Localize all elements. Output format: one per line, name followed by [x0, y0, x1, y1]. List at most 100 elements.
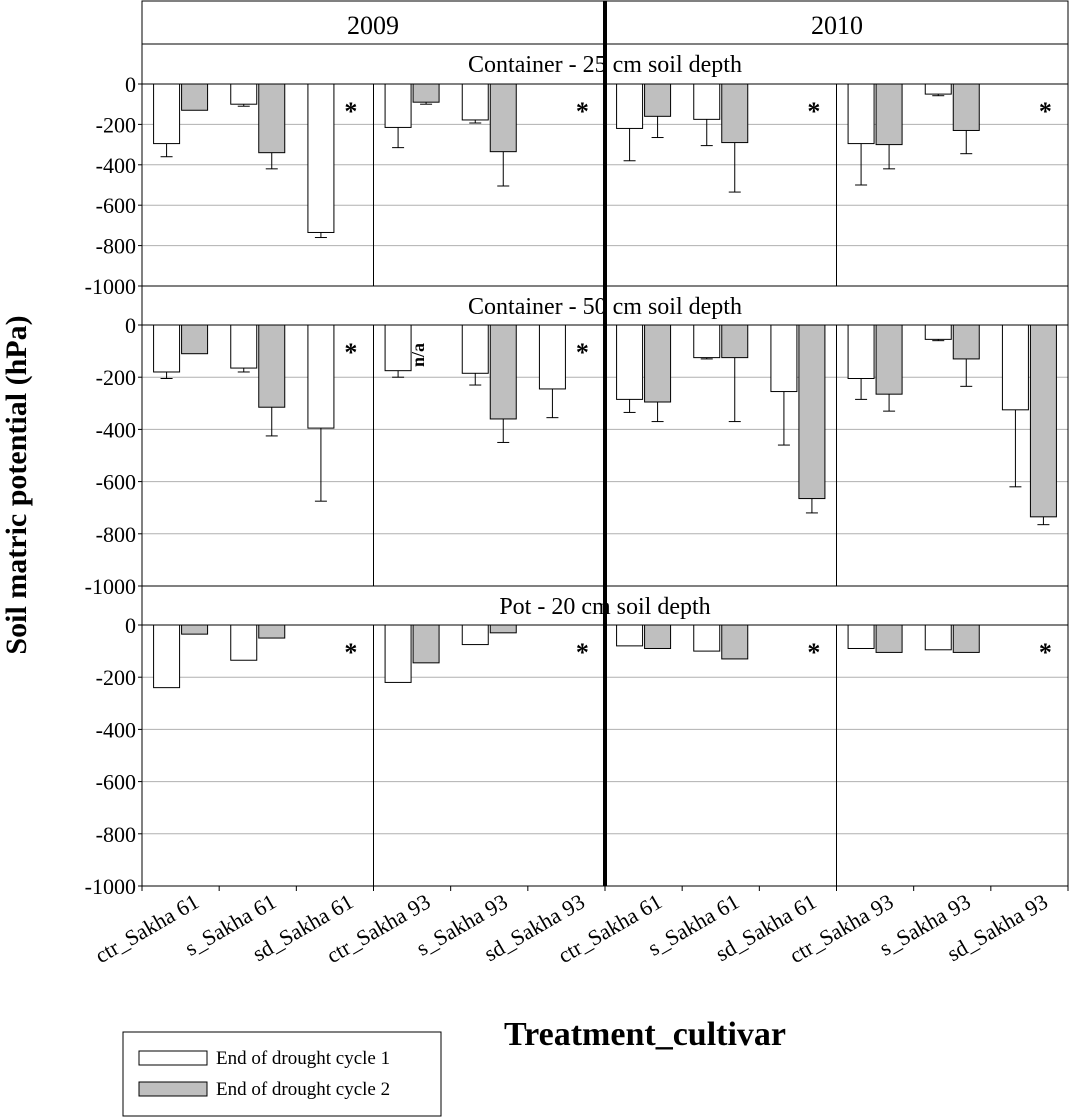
- bar-cycle1: [153, 324, 181, 373]
- significance-marker: *: [1039, 97, 1052, 126]
- na-marker: n/a: [408, 343, 428, 367]
- bar-cycle1: [307, 83, 335, 233]
- bar-cycle2: [181, 83, 209, 111]
- year-label-2009: 2009: [347, 11, 399, 40]
- bar-cycle1: [847, 83, 875, 145]
- legend-swatch-cycle2: [138, 1081, 208, 1097]
- bar-cycle2: [952, 624, 980, 653]
- bar-cycle1: [693, 324, 721, 359]
- x-tick-label: ctr_Sakha 61: [91, 889, 203, 968]
- y-tick-label: -400: [96, 153, 136, 178]
- bar-cycle1: [153, 624, 181, 689]
- bar-cycle2: [258, 324, 286, 408]
- bar-cycle2: [181, 324, 209, 355]
- year-label-2010: 2010: [811, 11, 863, 40]
- bar-cycle1: [384, 83, 412, 128]
- legend: End of drought cycle 1 End of drought cy…: [122, 1031, 442, 1117]
- bar-cycle2: [721, 324, 749, 359]
- bar-cycle1: [924, 624, 952, 651]
- bar-cycle2: [644, 83, 672, 117]
- significance-marker: *: [576, 97, 589, 126]
- bar-cycle1: [307, 324, 335, 429]
- bar-cycle2: [412, 624, 440, 664]
- panel-title: Container - 50 cm soil depth: [468, 294, 742, 320]
- bar-cycle2: [644, 624, 672, 649]
- bar-cycle1: [461, 324, 489, 374]
- bar-cycle2: [875, 324, 903, 395]
- bar-cycle2: [258, 624, 286, 639]
- y-tick-label: -1000: [85, 874, 136, 899]
- significance-marker: *: [344, 638, 357, 667]
- significance-marker: *: [344, 338, 357, 367]
- x-axis-title: Treatment_cultivar: [504, 1016, 786, 1053]
- frames-layer: [138, 0, 1069, 891]
- bar-cycle1: [384, 624, 412, 683]
- bar-cycle1: [153, 83, 181, 145]
- bars-layer: [153, 83, 1057, 689]
- y-tick-label: -800: [96, 234, 136, 259]
- bar-cycle2: [721, 83, 749, 144]
- bar-cycle2: [489, 324, 517, 420]
- y-axis-title: Soil matric potential (hPa): [0, 315, 33, 654]
- significance-marker: *: [576, 338, 589, 367]
- y-tick-label: -800: [96, 822, 136, 847]
- legend-label-cycle1: End of drought cycle 1: [216, 1048, 390, 1069]
- bar-cycle2: [1029, 324, 1057, 518]
- panel-title: Container - 25 cm soil depth: [468, 52, 742, 78]
- y-tick-label: -400: [96, 417, 136, 442]
- bar-cycle2: [181, 624, 209, 635]
- bar-cycle2: [258, 83, 286, 154]
- significance-marker: *: [807, 97, 820, 126]
- bar-cycle1: [847, 624, 875, 649]
- panel-title: Pot - 20 cm soil depth: [499, 594, 710, 620]
- bar-cycle2: [798, 324, 826, 500]
- bar-cycle1: [693, 83, 721, 120]
- y-tick-label: -600: [96, 193, 136, 218]
- bar-cycle2: [412, 83, 440, 103]
- bar-cycle1: [924, 324, 952, 340]
- significance-marker: *: [1039, 638, 1052, 667]
- bar-cycle2: [644, 324, 672, 403]
- significance-marker: *: [807, 638, 820, 667]
- bar-cycle1: [230, 324, 258, 369]
- significance-marker: *: [344, 97, 357, 126]
- bar-cycle2: [952, 324, 980, 360]
- bar-cycle1: [461, 83, 489, 121]
- y-tick-label: 0: [125, 72, 136, 97]
- labels-layer: Container - 25 cm soil depth 0 -200 -400 -60…: [85, 52, 1052, 968]
- significance-marker: *: [576, 638, 589, 667]
- bar-cycle1: [616, 324, 644, 400]
- bar-cycle1: [847, 324, 875, 380]
- legend-swatch-cycle1: [138, 1050, 208, 1066]
- bar-cycle1: [230, 624, 258, 661]
- bar-cycle2: [875, 624, 903, 653]
- bar-cycle1: [616, 83, 644, 129]
- y-tick-label: -200: [96, 665, 136, 690]
- bar-cycle1: [770, 324, 798, 393]
- y-tick-label: -200: [96, 112, 136, 137]
- bar-cycle1: [693, 624, 721, 652]
- y-tick-label: -600: [96, 770, 136, 795]
- y-tick-label: -800: [96, 522, 136, 547]
- y-tick-label: -1000: [85, 274, 136, 299]
- bar-cycle2: [875, 83, 903, 146]
- y-tick-label: -1000: [85, 574, 136, 599]
- y-tick-label: -200: [96, 365, 136, 390]
- bar-cycle1: [538, 324, 566, 390]
- bar-cycle2: [952, 83, 980, 131]
- bar-cycle1: [230, 83, 258, 105]
- y-tick-label: 0: [125, 613, 136, 638]
- y-tick-label: -400: [96, 717, 136, 742]
- bar-cycle1: [616, 624, 644, 647]
- legend-box: [122, 1031, 442, 1117]
- y-tick-label: 0: [125, 313, 136, 338]
- bar-cycle2: [721, 624, 749, 660]
- y-tick-label: -600: [96, 470, 136, 495]
- bar-cycle1: [924, 83, 952, 95]
- bar-cycle2: [489, 624, 517, 634]
- bar-cycle2: [489, 83, 517, 153]
- bar-cycle1: [461, 624, 489, 646]
- bar-cycle1: [1001, 324, 1029, 411]
- legend-label-cycle2: End of drought cycle 2: [216, 1079, 390, 1100]
